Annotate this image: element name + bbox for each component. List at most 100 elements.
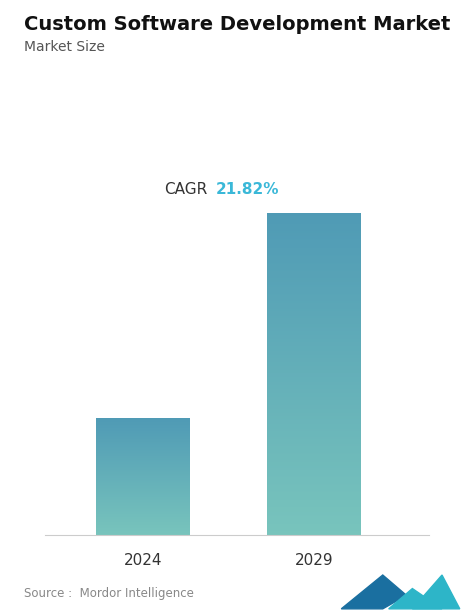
- Bar: [267, 285, 361, 286]
- Bar: [267, 389, 361, 391]
- Bar: [267, 215, 361, 216]
- Bar: [267, 375, 361, 376]
- Bar: [267, 405, 361, 407]
- Bar: [267, 378, 361, 379]
- Bar: [96, 427, 190, 428]
- Bar: [267, 399, 361, 401]
- Bar: [267, 370, 361, 372]
- Bar: [96, 503, 190, 504]
- Bar: [267, 307, 361, 309]
- Bar: [267, 498, 361, 500]
- Bar: [96, 486, 190, 487]
- Bar: [267, 360, 361, 362]
- Bar: [96, 522, 190, 523]
- Bar: [267, 423, 361, 425]
- Bar: [267, 319, 361, 320]
- Bar: [96, 452, 190, 453]
- Bar: [267, 246, 361, 248]
- Bar: [267, 294, 361, 296]
- Bar: [267, 343, 361, 344]
- Bar: [96, 498, 190, 499]
- Bar: [267, 497, 361, 499]
- Bar: [267, 434, 361, 435]
- Bar: [267, 392, 361, 394]
- Bar: [267, 442, 361, 443]
- Bar: [267, 341, 361, 343]
- Bar: [267, 472, 361, 474]
- Bar: [96, 434, 190, 435]
- Bar: [267, 327, 361, 328]
- Bar: [267, 229, 361, 231]
- Bar: [267, 331, 361, 333]
- Bar: [267, 450, 361, 451]
- Bar: [267, 368, 361, 370]
- Bar: [267, 512, 361, 514]
- Bar: [267, 292, 361, 294]
- Bar: [267, 216, 361, 218]
- Bar: [267, 291, 361, 293]
- Bar: [96, 511, 190, 512]
- Bar: [96, 526, 190, 527]
- Bar: [267, 338, 361, 340]
- Bar: [267, 384, 361, 386]
- Bar: [96, 489, 190, 490]
- Bar: [267, 253, 361, 255]
- Bar: [267, 432, 361, 434]
- Bar: [267, 379, 361, 381]
- Bar: [96, 495, 190, 496]
- Bar: [96, 449, 190, 450]
- Text: CAGR: CAGR: [164, 182, 207, 197]
- Bar: [96, 533, 190, 534]
- Bar: [96, 451, 190, 452]
- Bar: [96, 448, 190, 449]
- Bar: [96, 518, 190, 519]
- Bar: [96, 527, 190, 528]
- Bar: [267, 258, 361, 260]
- Bar: [267, 530, 361, 531]
- Bar: [267, 230, 361, 231]
- Bar: [267, 505, 361, 506]
- Bar: [96, 465, 190, 466]
- Bar: [96, 534, 190, 535]
- Bar: [267, 325, 361, 327]
- Bar: [267, 337, 361, 339]
- Bar: [267, 403, 361, 405]
- Bar: [96, 473, 190, 474]
- Bar: [267, 264, 361, 266]
- Bar: [267, 328, 361, 330]
- Bar: [267, 302, 361, 303]
- Bar: [96, 437, 190, 438]
- Bar: [267, 525, 361, 527]
- Bar: [96, 486, 190, 487]
- Bar: [96, 515, 190, 516]
- Bar: [96, 421, 190, 422]
- Bar: [267, 266, 361, 268]
- Bar: [267, 268, 361, 269]
- Bar: [267, 386, 361, 388]
- Bar: [96, 454, 190, 455]
- Bar: [267, 425, 361, 427]
- Bar: [267, 284, 361, 285]
- Bar: [267, 455, 361, 457]
- Bar: [267, 324, 361, 326]
- Bar: [267, 236, 361, 238]
- Bar: [267, 250, 361, 252]
- Bar: [267, 501, 361, 503]
- Bar: [267, 430, 361, 432]
- Bar: [267, 523, 361, 525]
- Bar: [267, 449, 361, 451]
- Bar: [267, 526, 361, 528]
- Text: Market Size: Market Size: [24, 40, 105, 54]
- Bar: [267, 289, 361, 290]
- Bar: [96, 426, 190, 427]
- Bar: [96, 467, 190, 468]
- Bar: [96, 488, 190, 489]
- Bar: [96, 450, 190, 451]
- Bar: [96, 479, 190, 480]
- Bar: [267, 495, 361, 497]
- Bar: [96, 507, 190, 508]
- Bar: [96, 513, 190, 514]
- Bar: [96, 470, 190, 471]
- Bar: [267, 262, 361, 264]
- Bar: [267, 391, 361, 392]
